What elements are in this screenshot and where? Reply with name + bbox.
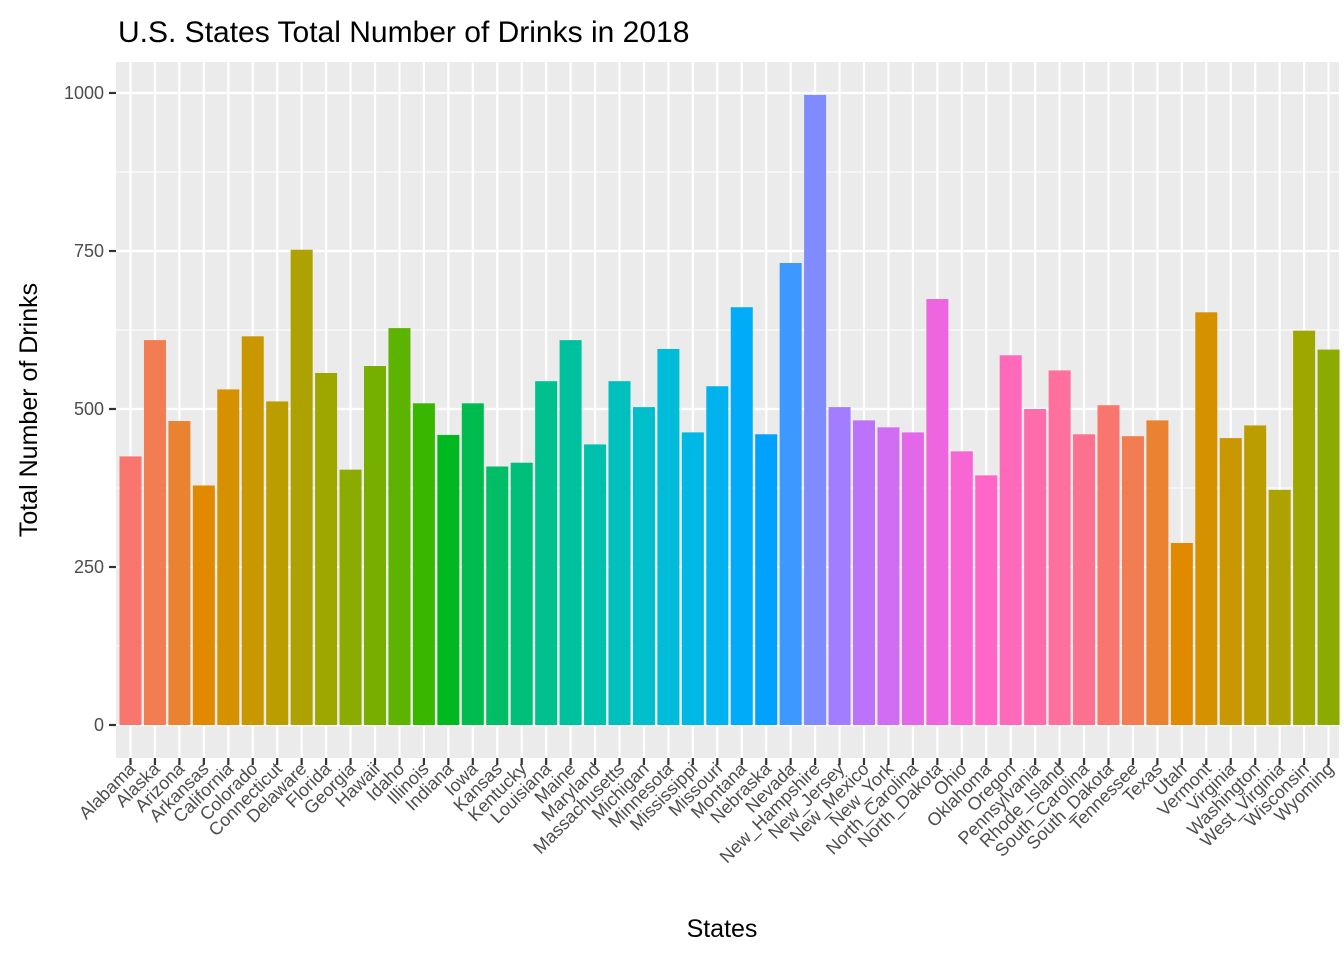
bar <box>217 389 240 725</box>
bar <box>657 348 680 725</box>
bar <box>241 336 264 725</box>
bar <box>584 444 607 725</box>
bar <box>192 485 215 725</box>
bar <box>461 403 484 725</box>
bar <box>852 420 876 725</box>
bar <box>1121 436 1144 725</box>
bar <box>363 366 387 725</box>
bars <box>119 94 1340 725</box>
y-tick-label: 0 <box>94 715 104 735</box>
bar <box>755 434 778 725</box>
bar <box>632 407 655 725</box>
bar <box>412 403 435 725</box>
bar <box>1317 349 1340 725</box>
bar <box>290 249 313 725</box>
bar <box>901 432 924 725</box>
y-tick-label: 750 <box>74 241 104 261</box>
bar <box>779 263 802 725</box>
y-tick-label: 1000 <box>64 83 104 103</box>
bar <box>1146 420 1169 725</box>
y-axis: 0 250 500 750 1000 <box>64 83 116 735</box>
bar <box>950 451 973 725</box>
bar <box>1097 405 1120 725</box>
bar <box>706 386 729 725</box>
bar <box>1195 312 1218 725</box>
bar <box>730 307 753 725</box>
bar <box>388 328 411 725</box>
bar <box>1219 438 1242 725</box>
chart-title: U.S. States Total Number of Drinks in 20… <box>118 16 689 49</box>
bar <box>1244 425 1267 725</box>
bar <box>1170 542 1193 725</box>
bar <box>877 427 900 725</box>
bar <box>266 401 289 725</box>
x-axis-title: States <box>687 915 758 943</box>
bar <box>828 407 851 725</box>
bar <box>1024 409 1047 725</box>
bar <box>1073 434 1096 725</box>
y-axis-title: Total Number of Drinks <box>15 283 43 537</box>
bar <box>535 381 558 725</box>
bar <box>999 355 1022 725</box>
bar <box>1293 330 1316 725</box>
bar <box>510 462 533 725</box>
bar <box>143 340 166 725</box>
bar <box>681 432 704 725</box>
bar <box>804 94 827 725</box>
bar <box>315 372 338 725</box>
bar <box>559 340 582 725</box>
bar <box>608 381 631 725</box>
bar <box>119 456 142 725</box>
bar <box>437 434 460 725</box>
x-axis: AlabamaAlaskaArizonaArkansasCaliforniaCo… <box>75 758 1337 868</box>
bar <box>168 421 191 725</box>
bar <box>975 475 998 725</box>
y-tick-label: 250 <box>74 557 104 577</box>
bar <box>339 469 362 725</box>
bar <box>486 466 509 725</box>
bar <box>926 299 949 725</box>
y-tick-label: 500 <box>74 399 104 419</box>
bar <box>1048 370 1071 725</box>
bar <box>1268 489 1291 725</box>
